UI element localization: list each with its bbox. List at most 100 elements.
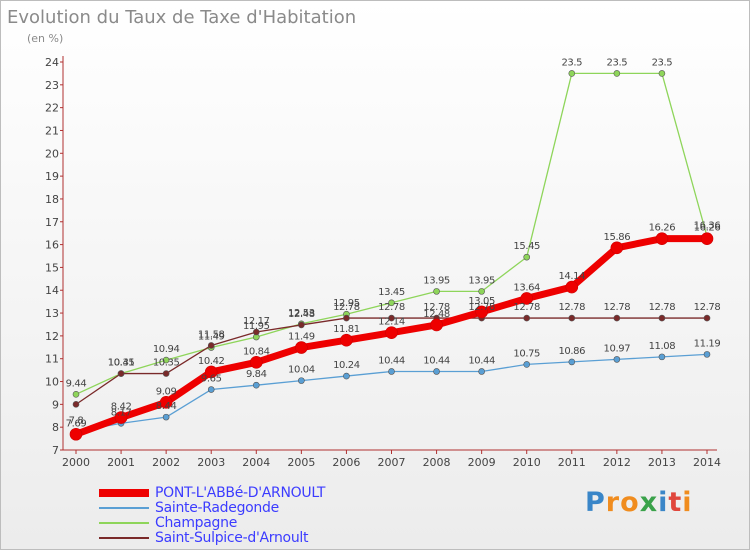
y-tick-label: 9 — [52, 398, 59, 411]
x-tick-label: 2002 — [152, 456, 180, 469]
x-tick-label: 2012 — [603, 456, 631, 469]
data-label-champagne: 23.5 — [652, 57, 673, 68]
data-label-sainte-radegonde: 10.04 — [288, 365, 315, 376]
data-label-sainte-radegonde: 10.44 — [423, 355, 450, 366]
data-label-saint-sulpice-d-arnoult: 10.35 — [153, 358, 180, 369]
data-point-pont-l-abb-d-arnoult — [114, 411, 128, 424]
data-label-sainte-radegonde: 7.8 — [69, 416, 84, 427]
data-point-pont-l-abb-d-arnoult — [385, 326, 398, 339]
data-point-pont-l-abb-d-arnoult — [565, 280, 579, 294]
data-point-champagne — [433, 288, 440, 295]
x-tick-label: 2005 — [287, 456, 315, 469]
data-label-pont-l-abb-d-arnoult: 15.86 — [604, 232, 631, 243]
data-label-pont-l-abb-d-arnoult: 7.69 — [66, 418, 87, 429]
x-tick-label: 2006 — [332, 456, 360, 469]
data-label-pont-l-abb-d-arnoult: 10.42 — [198, 356, 225, 367]
data-label-sainte-radegonde: 10.75 — [513, 348, 540, 359]
data-label-champagne: 10.35 — [108, 358, 135, 369]
data-label-sainte-radegonde: 10.44 — [468, 355, 495, 366]
data-label-saint-sulpice-d-arnoult: 12.78 — [468, 302, 495, 313]
logo-letter: t — [668, 487, 683, 518]
logo-letter: x — [639, 487, 659, 518]
data-label-saint-sulpice-d-arnoult: 12.78 — [558, 302, 585, 313]
data-point-champagne — [478, 288, 485, 295]
data-label-sainte-radegonde: 10.44 — [378, 355, 405, 366]
data-label-saint-sulpice-d-arnoult: 11.58 — [198, 329, 225, 340]
data-label-champagne: 15.45 — [513, 241, 540, 252]
y-tick-label: 21 — [45, 124, 59, 137]
logo-letter: P — [585, 487, 606, 518]
x-tick-label: 2014 — [693, 456, 721, 469]
data-point-champagne — [658, 70, 666, 77]
data-label-saint-sulpice-d-arnoult: 12.78 — [378, 302, 405, 313]
data-point-saint-sulpice-d-arnoult — [613, 314, 621, 322]
data-point-sainte-radegonde — [162, 413, 170, 421]
data-label-champagne: 10.94 — [153, 344, 180, 355]
data-point-saint-sulpice-d-arnoult — [298, 321, 305, 329]
data-point-pont-l-abb-d-arnoult — [249, 356, 263, 369]
data-label-pont-l-abb-d-arnoult: 8.42 — [111, 402, 132, 413]
data-label-saint-sulpice-d-arnoult: 12.78 — [694, 302, 721, 313]
legend-item-saint-sulpice-d-arnoult: Saint-Sulpice-d'Arnoult — [99, 530, 325, 546]
data-label-champagne: 11.95 — [243, 321, 270, 332]
x-tick-label: 2010 — [513, 456, 541, 469]
data-point-pont-l-abb-d-arnoult — [610, 241, 624, 255]
data-point-sainte-radegonde — [207, 386, 215, 393]
data-point-sainte-radegonde — [478, 368, 485, 375]
data-label-champagne: 12.95 — [333, 298, 360, 309]
data-label-pont-l-abb-d-arnoult: 13.64 — [513, 282, 540, 293]
data-point-saint-sulpice-d-arnoult — [658, 314, 666, 322]
data-point-pont-l-abb-d-arnoult — [700, 232, 714, 245]
legend-swatch — [99, 521, 149, 524]
data-point-sainte-radegonde — [388, 368, 395, 375]
data-label-champagne: 13.95 — [423, 275, 450, 286]
data-point-saint-sulpice-d-arnoult — [72, 401, 80, 408]
data-label-sainte-radegonde: 11.19 — [694, 338, 721, 349]
legend-swatch — [99, 536, 149, 539]
x-tick-label: 2003 — [197, 456, 225, 469]
legend-item-sainte-radegonde: Sainte-Radegonde — [99, 499, 325, 516]
y-tick-label: 14 — [45, 284, 59, 297]
data-label-champagne: 23.5 — [607, 57, 628, 68]
data-point-sainte-radegonde — [568, 358, 576, 366]
data-point-pont-l-abb-d-arnoult — [295, 341, 308, 354]
data-point-pont-l-abb-d-arnoult — [520, 292, 534, 305]
data-point-sainte-radegonde — [658, 353, 666, 361]
y-tick-label: 7 — [52, 444, 59, 457]
data-point-pont-l-abb-d-arnoult — [204, 365, 218, 379]
legend-label: PONT-L'ABBé-D'ARNOULT — [155, 484, 326, 501]
data-label-sainte-radegonde: 10.86 — [558, 346, 585, 357]
data-point-pont-l-abb-d-arnoult — [340, 333, 353, 347]
data-point-sainte-radegonde — [433, 368, 440, 375]
data-label-champagne: 23.5 — [561, 57, 582, 68]
data-point-saint-sulpice-d-arnoult — [703, 314, 711, 322]
x-tick-label: 2004 — [242, 456, 270, 469]
y-tick-label: 22 — [45, 102, 59, 115]
y-tick-label: 23 — [45, 79, 59, 92]
logo-letter: r — [605, 487, 621, 518]
data-label-sainte-radegonde: 11.08 — [649, 341, 676, 352]
x-tick-label: 2008 — [423, 456, 451, 469]
data-point-sainte-radegonde — [298, 377, 305, 384]
data-point-champagne — [568, 70, 576, 77]
data-label-sainte-radegonde: 8.44 — [156, 401, 177, 412]
data-label-champagne: 9.44 — [66, 378, 87, 389]
data-label-pont-l-abb-d-arnoult: 12.14 — [378, 317, 405, 328]
data-label-saint-sulpice-d-arnoult: 12.78 — [604, 302, 631, 313]
data-point-saint-sulpice-d-arnoult — [162, 370, 170, 377]
data-point-pont-l-abb-d-arnoult — [430, 318, 443, 332]
legend-label: Sainte-Radegonde — [155, 499, 279, 516]
y-tick-label: 12 — [45, 330, 59, 343]
data-label-pont-l-abb-d-arnoult: 14.14 — [558, 271, 585, 282]
legend-item-pont-l-abb-d-arnoult: PONT-L'ABBé-D'ARNOULT — [99, 484, 326, 501]
data-label-sainte-radegonde: 9.84 — [246, 369, 267, 380]
data-point-champagne — [523, 253, 531, 261]
data-point-champagne — [162, 356, 170, 364]
data-label-pont-l-abb-d-arnoult: 11.81 — [333, 324, 360, 335]
data-point-champagne — [72, 391, 80, 398]
data-label-saint-sulpice-d-arnoult: 12.78 — [649, 302, 676, 313]
data-point-sainte-radegonde — [343, 372, 350, 380]
data-point-pont-l-abb-d-arnoult — [159, 395, 173, 409]
legend-item-champagne: Champagne — [99, 515, 325, 531]
